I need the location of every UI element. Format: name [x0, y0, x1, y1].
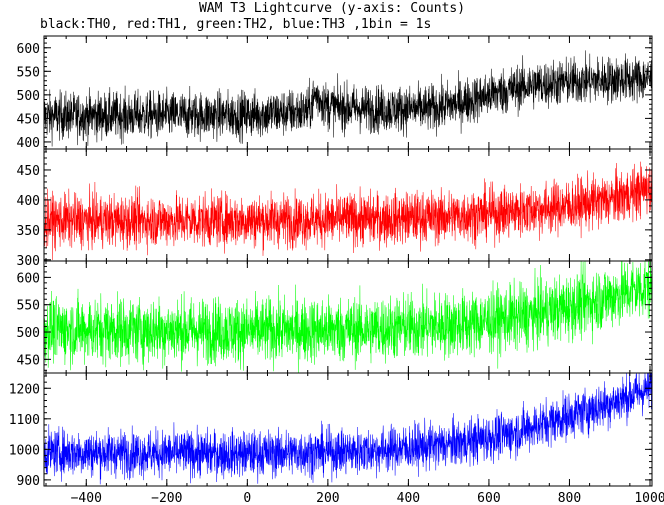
y-tick-label: 550	[17, 299, 40, 314]
y-tick-label: 1100	[9, 413, 40, 428]
chart-subtitle: black:TH0, red:TH1, green:TH2, blue:TH3 …	[40, 17, 432, 32]
x-tick-label: −200	[151, 491, 182, 505]
y-tick-label: 450	[17, 112, 40, 127]
y-tick-label: 600	[17, 42, 40, 57]
y-tick-label: 400	[17, 194, 40, 209]
y-tick-label: 1000	[9, 443, 40, 458]
series-line-th3	[44, 373, 652, 485]
series-line-th2	[44, 261, 652, 373]
y-tick-label: 400	[17, 136, 40, 151]
series-line-th0	[44, 50, 652, 147]
y-tick-label: 550	[17, 65, 40, 80]
y-tick-label: 500	[17, 326, 40, 341]
x-tick-label: −400	[71, 491, 102, 505]
y-tick-label: 500	[17, 89, 40, 104]
x-tick-label: 400	[397, 491, 420, 505]
x-tick-label: 200	[316, 491, 339, 505]
y-tick-label: 900	[17, 474, 40, 489]
x-tick-label: 1000	[634, 491, 664, 505]
x-tick-label: 0	[243, 491, 251, 505]
chart-title: WAM T3 Lightcurve (y-axis: Counts)	[198, 1, 466, 16]
y-tick-label: 450	[17, 353, 40, 368]
y-tick-label: 600	[17, 271, 40, 286]
series-line-th1	[44, 161, 652, 261]
y-tick-label: 1200	[9, 382, 40, 397]
x-tick-label: 600	[477, 491, 500, 505]
y-tick-label: 350	[17, 224, 40, 239]
y-tick-label: 450	[17, 164, 40, 179]
x-tick-label: 800	[558, 491, 581, 505]
y-tick-label: 300	[17, 254, 40, 269]
